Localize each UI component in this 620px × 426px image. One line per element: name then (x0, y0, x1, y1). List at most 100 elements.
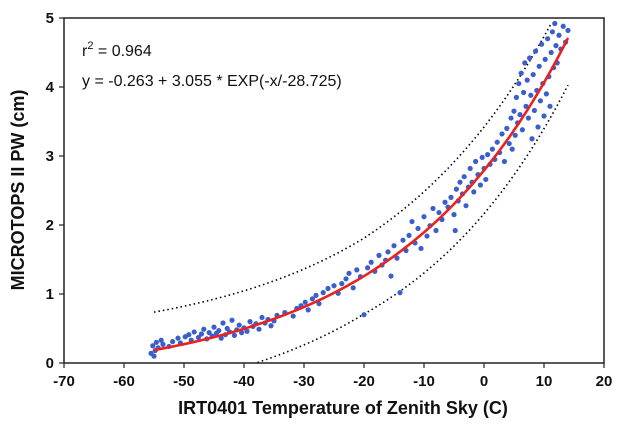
data-point (537, 98, 544, 104)
data-point (543, 91, 550, 97)
x-tick-label: 20 (596, 373, 613, 390)
data-point (560, 23, 566, 29)
data-point (461, 174, 467, 180)
x-tick-label: 0 (480, 373, 488, 390)
data-point (198, 331, 204, 337)
data-point (424, 233, 430, 239)
data-point (346, 270, 352, 276)
x-tick-label: -70 (53, 373, 75, 390)
data-point (489, 146, 495, 152)
data-point (391, 243, 397, 249)
data-point (244, 328, 250, 334)
data-point (527, 55, 533, 61)
data-point (343, 276, 349, 282)
data-point (320, 290, 326, 296)
data-point (206, 330, 212, 336)
data-point (531, 107, 538, 114)
data-point (471, 189, 477, 195)
data-point (316, 301, 322, 307)
x-tick-label: -40 (233, 373, 255, 390)
data-point (513, 94, 520, 100)
upper-bound-line (153, 23, 552, 313)
data-point (350, 285, 356, 291)
data-point (397, 290, 403, 296)
fit-equation-annotation: y = -0.263 + 3.055 * EXP(-x/-28.725) (82, 73, 342, 90)
data-point (453, 186, 459, 192)
data-point (354, 267, 360, 273)
data-point (151, 353, 157, 359)
data-point (150, 343, 156, 349)
data-point (400, 237, 406, 243)
x-tick-label: -50 (173, 373, 195, 390)
data-point (388, 273, 394, 279)
data-point (501, 158, 507, 165)
data-point (473, 158, 479, 165)
data-point (229, 317, 235, 323)
data-point (549, 29, 556, 35)
data-point (536, 63, 542, 69)
y-tick-label: 2 (46, 217, 54, 234)
x-tick-label: -20 (353, 373, 375, 390)
y-axis-title: MICROTOPS II PW (cm) (8, 90, 28, 291)
data-point (191, 329, 197, 335)
data-point (522, 60, 528, 66)
data-point (256, 326, 262, 332)
data-point (556, 32, 562, 38)
data-point (394, 255, 400, 261)
data-point (153, 339, 159, 345)
data-point (430, 205, 436, 212)
x-tick-label: 10 (536, 373, 553, 390)
data-point (313, 292, 319, 298)
data-point (376, 252, 382, 258)
data-point (528, 92, 534, 98)
data-point (548, 49, 554, 56)
data-point (268, 323, 274, 329)
data-point (483, 176, 489, 183)
data-point (195, 334, 201, 341)
data-point (175, 335, 181, 341)
x-tick-label: -30 (293, 373, 315, 390)
data-point (529, 136, 535, 142)
data-point (385, 249, 391, 255)
data-point (409, 218, 415, 225)
data-point (524, 77, 530, 83)
data-point (368, 259, 374, 265)
data-point (236, 322, 242, 328)
data-point (290, 313, 296, 319)
data-point (442, 199, 448, 205)
x-tick-label: -60 (113, 373, 135, 390)
data-point (220, 320, 226, 326)
data-point (433, 227, 439, 234)
data-point (325, 285, 331, 292)
data-point (499, 131, 505, 137)
data-point (541, 113, 547, 119)
data-point (339, 281, 345, 287)
data-point (517, 112, 523, 118)
data-point (436, 209, 442, 216)
data-point (211, 324, 217, 330)
y-tick-label: 4 (46, 79, 55, 96)
data-point (504, 125, 510, 131)
data-point (305, 307, 311, 313)
y-tick-label: 5 (46, 10, 54, 27)
data-point (545, 36, 551, 42)
data-point (523, 103, 529, 109)
data-point (547, 103, 553, 109)
data-point (511, 108, 517, 114)
data-point (479, 154, 485, 160)
data-point (525, 115, 532, 121)
data-point (485, 152, 491, 158)
data-point (519, 127, 526, 133)
data-point (231, 332, 237, 338)
data-point (463, 203, 469, 209)
data-point (477, 182, 483, 188)
lower-bound-line (257, 84, 569, 364)
y-tick-label: 0 (46, 355, 54, 372)
data-point (186, 332, 192, 338)
data-point (542, 56, 548, 63)
data-point (239, 330, 245, 336)
data-point (508, 115, 514, 121)
data-point (415, 225, 421, 232)
r2-annotation: r2 = 0.964 (82, 40, 152, 60)
